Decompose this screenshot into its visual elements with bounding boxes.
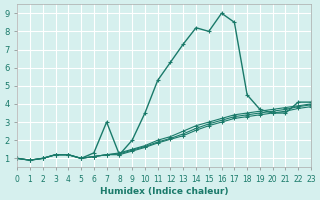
X-axis label: Humidex (Indice chaleur): Humidex (Indice chaleur) xyxy=(100,187,228,196)
